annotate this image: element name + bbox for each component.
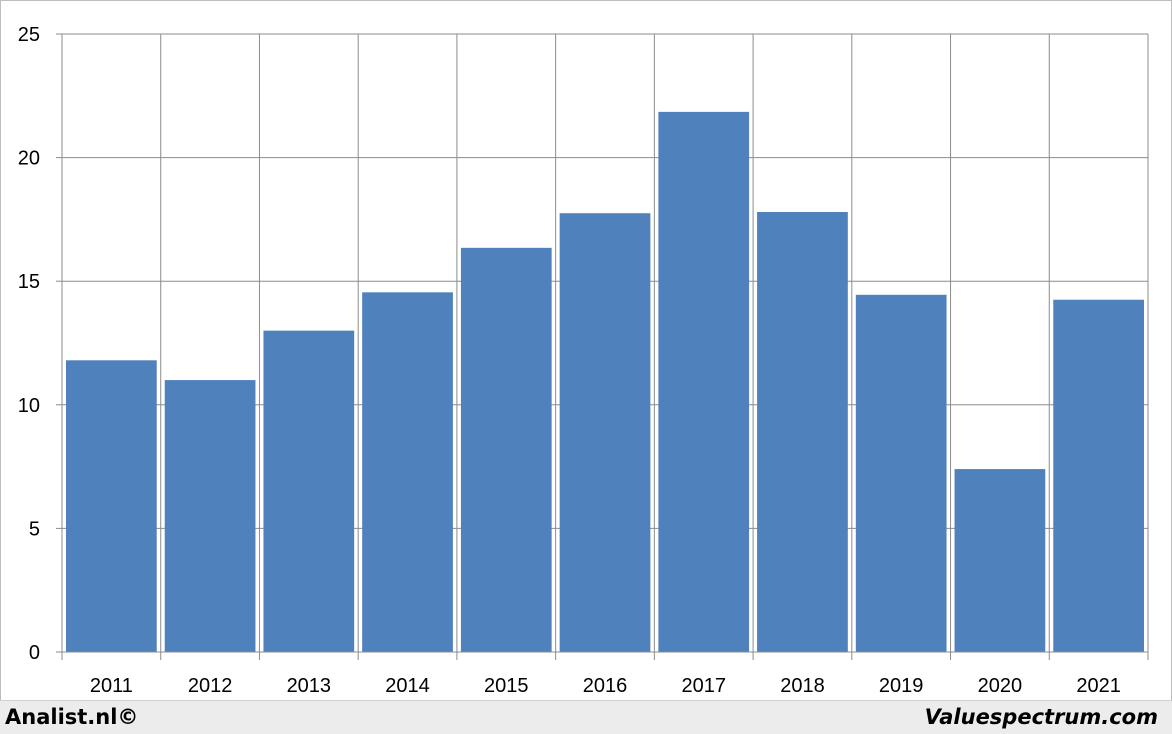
x-tick-label: 2012 <box>188 675 233 697</box>
x-tick-label: 2021 <box>1076 675 1121 697</box>
bar-2013 <box>263 330 355 652</box>
bar-2017 <box>658 111 750 653</box>
valuespectrum-credit: Valuespectrum.com <box>924 705 1158 729</box>
x-tick-label: 2018 <box>780 675 825 697</box>
analist-credit: Analist.nl© <box>5 705 139 729</box>
x-tick-label: 2014 <box>385 675 430 697</box>
x-tick-label: 2016 <box>583 675 628 697</box>
x-tick-label: 2015 <box>484 675 529 697</box>
bar-2011 <box>66 360 157 652</box>
y-tick-label: 20 <box>18 148 40 170</box>
axes <box>56 33 1148 660</box>
x-tick-label: 2013 <box>287 675 332 697</box>
bar-2016 <box>559 213 651 652</box>
y-tick-labels: 0 5 10 15 20 25 <box>18 24 40 664</box>
y-tick-label: 5 <box>29 518 40 540</box>
y-tick-label: 25 <box>18 24 40 46</box>
bar-2015 <box>460 247 552 652</box>
x-tick-label: 2019 <box>879 675 924 697</box>
bar-2018 <box>757 211 848 652</box>
bar-2020 <box>954 469 1046 652</box>
x-tick-label: 2017 <box>681 675 726 697</box>
y-tick-label: 0 <box>29 642 40 664</box>
bars <box>66 111 1144 653</box>
footer-bar: Analist.nl© Valuespectrum.com <box>0 700 1172 734</box>
x-tick-label: 2020 <box>978 675 1023 697</box>
bar-2012 <box>164 380 256 652</box>
y-tick-label: 15 <box>18 271 40 293</box>
x-tick-label: 2011 <box>90 675 133 697</box>
y-tick-label: 10 <box>18 395 40 417</box>
x-tick-labels: 2011 2012 2013 2014 2015 2016 2017 2018 2019 2020… <box>90 675 1121 697</box>
bar-2019 <box>855 294 947 652</box>
bar-2021 <box>1053 299 1144 652</box>
bar-2014 <box>362 292 453 652</box>
